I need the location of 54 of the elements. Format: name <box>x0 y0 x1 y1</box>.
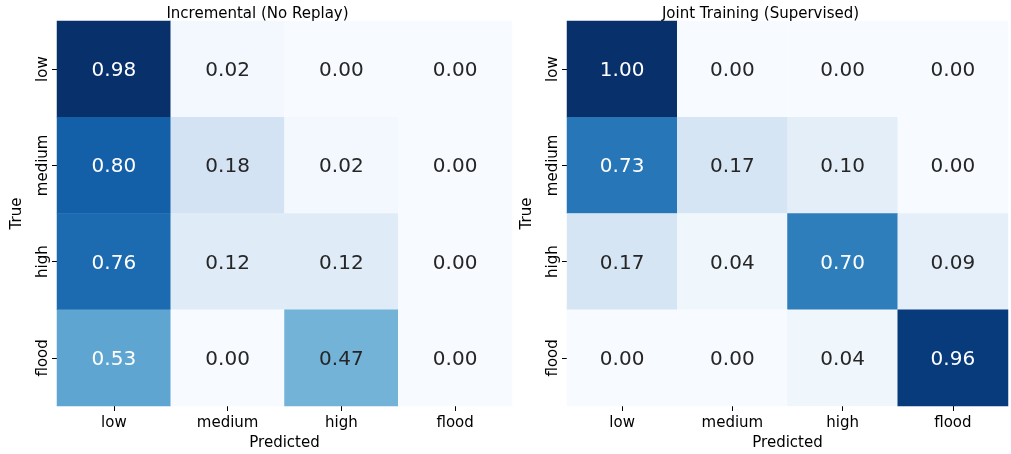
x-tick-label: low <box>609 412 635 431</box>
y-tick-label: low <box>542 56 561 82</box>
data-label: 0.10 <box>820 153 865 178</box>
data-label: 0.70 <box>820 249 865 274</box>
data-label: 0.17 <box>599 249 645 274</box>
data-label: 0.02 <box>205 57 250 82</box>
data-label: 0.00 <box>599 345 645 370</box>
data-label: 0.80 <box>91 153 137 178</box>
data-label: 0.98 <box>91 57 137 82</box>
data-label: 0.00 <box>205 345 250 370</box>
y-tick-label: flood <box>542 339 561 377</box>
data-label: 0.04 <box>710 249 755 274</box>
y-tick-label: low <box>32 56 51 82</box>
data-label: 0.00 <box>930 57 976 82</box>
data-label: 0.96 <box>930 345 976 370</box>
x-tick-label: high <box>325 412 358 431</box>
x-tick-label: medium <box>196 412 259 431</box>
data-label: 0.76 <box>91 249 137 274</box>
y-axis-title: True <box>6 197 25 231</box>
data-label: 0.12 <box>319 249 364 274</box>
chart-title: Incremental (No Replay) <box>166 3 349 22</box>
data-label: 0.09 <box>930 249 976 274</box>
y-tick-label: high <box>32 245 51 278</box>
data-label: 0.02 <box>319 153 364 178</box>
y-axis-title: True <box>516 197 535 231</box>
data-label: 0.00 <box>432 249 478 274</box>
y-tick-label: high <box>542 245 561 278</box>
data-label: 0.00 <box>432 57 478 82</box>
data-label: 0.12 <box>205 249 250 274</box>
x-tick-label: high <box>826 412 859 431</box>
data-label: 0.04 <box>820 345 865 370</box>
data-label: 0.47 <box>319 345 364 370</box>
data-label: 0.73 <box>599 153 645 178</box>
y-tick-label: medium <box>32 134 51 197</box>
data-label: 0.00 <box>432 153 478 178</box>
data-label: 0.00 <box>710 57 755 82</box>
x-tick-label: low <box>101 412 127 431</box>
data-label: 0.00 <box>319 57 364 82</box>
x-tick-label: flood <box>934 412 972 431</box>
data-label: 0.00 <box>820 57 865 82</box>
data-label: 0.17 <box>710 153 755 178</box>
data-label: 1.00 <box>599 57 645 82</box>
y-tick-label: medium <box>542 134 561 197</box>
data-label: 0.00 <box>710 345 755 370</box>
x-axis-title: Predicted <box>249 432 320 451</box>
data-label: 0.18 <box>205 153 250 178</box>
x-tick-label: medium <box>701 412 764 431</box>
data-label: 0.53 <box>91 345 137 370</box>
chart-title: Joint Training (Supervised) <box>660 3 860 22</box>
x-axis-title: Predicted <box>752 432 823 451</box>
data-label: 0.00 <box>432 345 478 370</box>
y-tick-label: flood <box>32 339 51 377</box>
x-tick-label: flood <box>436 412 474 431</box>
data-label: 0.00 <box>930 153 976 178</box>
